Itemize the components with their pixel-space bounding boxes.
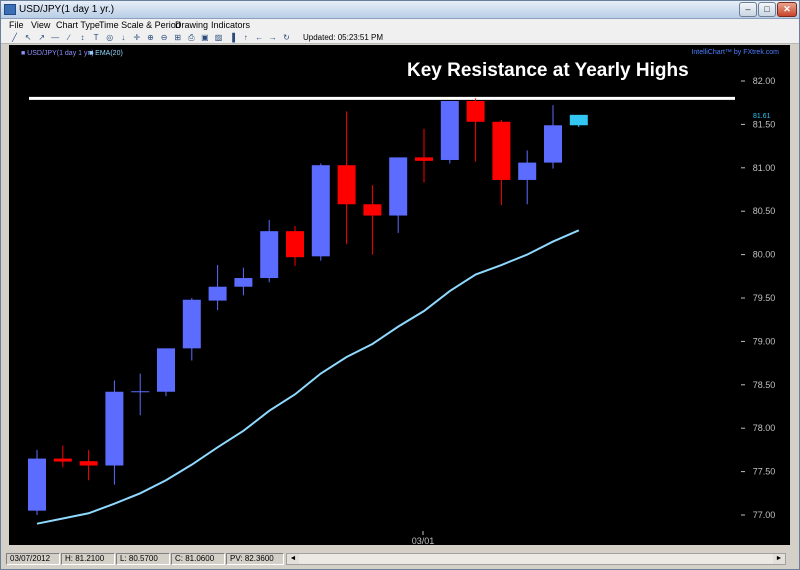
updated-time: Updated: 05:23:51 PM (303, 33, 384, 42)
symbol-label: ■ USD/JPY(1 day 1 yr.) (21, 50, 94, 57)
candle-body (389, 157, 408, 216)
menu-bar: File View Chart Type Time Scale & Period… (1, 19, 799, 32)
window-title: USD/JPY(1 day 1 yr.) (19, 4, 115, 15)
candle-body (208, 286, 227, 301)
annotation-key-resistance: Key Resistance at Yearly Highs (407, 60, 689, 81)
text-icon[interactable]: T (93, 33, 99, 42)
candle-body (466, 100, 485, 122)
y-tick-label: 79.00 (753, 336, 776, 346)
candle-body (440, 100, 459, 160)
y-tick-label: 80.00 (753, 250, 776, 260)
arrow-right-icon[interactable]: → (268, 33, 277, 42)
minimize-button[interactable]: – (739, 2, 757, 17)
title-bar[interactable]: USD/JPY(1 day 1 yr.) – □ ✕ (1, 1, 799, 19)
candle-body (492, 121, 511, 180)
menu-indicators[interactable]: Indicators (211, 20, 251, 30)
slope-icon[interactable]: ∕ (68, 33, 70, 42)
scroll-left-button[interactable]: ◄ (287, 554, 299, 564)
ema-line (36, 229, 580, 525)
save-icon[interactable]: ▣ (201, 33, 209, 42)
bar-chart-icon[interactable]: ▐ (229, 33, 235, 42)
menu-time-scale-period[interactable]: Time Scale & Period (99, 20, 181, 30)
menu-chart-type[interactable]: Chart Type (56, 20, 100, 30)
y-tick-label: 80.50 (753, 206, 776, 216)
candle-body (260, 231, 279, 279)
line-icon[interactable]: — (51, 33, 60, 42)
candle-body (28, 458, 46, 511)
y-tick-label: 78.00 (753, 423, 776, 433)
status-pv: PV: 82.3600 (226, 553, 284, 565)
circle-icon[interactable]: ◎ (106, 33, 114, 42)
toolbar: ╱ ↖ ↗ — ∕ ↕ T ◎ ↓ ✛ ⊕ ⊖ ⊞ ⎙ ▣ ▨ ▐ ↑ ← → ↻ Updated: 05:23:51 … (1, 32, 799, 44)
cursor-icon[interactable]: ↗ (38, 33, 46, 42)
candle-body (363, 204, 382, 216)
y-tick-label: 82.00 (753, 76, 776, 86)
horizontal-scrollbar[interactable]: ◄ ► (286, 553, 786, 565)
candle-body (518, 162, 537, 180)
line-chart-icon[interactable]: ↑ (243, 33, 248, 42)
candle-body (182, 299, 201, 349)
y-tick-label: 81.50 (753, 119, 776, 129)
arrow-left-icon[interactable]: ← (255, 33, 264, 42)
candle-body (544, 125, 562, 163)
arrow-up-down-icon[interactable]: ↕ (80, 33, 85, 42)
refresh-icon[interactable]: ↻ (283, 33, 290, 42)
status-low: L: 80.5700 (116, 553, 170, 565)
print-icon[interactable]: ⎙ (188, 33, 195, 42)
candle-body (53, 458, 72, 462)
current-price-label: 81.61 (753, 113, 771, 120)
menu-view[interactable]: View (31, 20, 51, 30)
status-close: C: 81.0600 (171, 553, 225, 565)
candle-body (415, 157, 433, 161)
branding-label: IntelliChart™ by FXtrek.com (691, 49, 779, 56)
y-tick-label: 79.50 (753, 293, 776, 303)
candle-body (311, 165, 330, 257)
candle-body (234, 278, 253, 287)
chart-canvas[interactable]: 82.00 81.50 81.00 80.50 80.00 79.50 79.00 78.50… (9, 45, 790, 545)
candle-body (569, 114, 588, 126)
candle-body (79, 461, 98, 466)
y-tick-label: 77.00 (753, 510, 776, 520)
zoom-fit-icon[interactable]: ⊞ (174, 33, 182, 42)
zoom-in-icon[interactable]: ⊕ (147, 33, 154, 42)
y-tick-label: 78.50 (753, 380, 776, 390)
y-tick-label: 77.50 (753, 467, 776, 477)
color-icon[interactable]: ▨ (214, 33, 223, 42)
indicator-label: ■ EMA(20) (89, 50, 123, 57)
arrow-icon[interactable]: ↖ (24, 33, 32, 42)
draw-line-icon[interactable]: ╱ (12, 33, 17, 42)
y-tick-label: 81.00 (753, 163, 776, 173)
status-high: H: 81.2100 (61, 553, 115, 565)
candle-body (105, 391, 124, 466)
scroll-right-button[interactable]: ► (773, 554, 785, 564)
price-chart[interactable]: 82.00 81.50 81.00 80.50 80.00 79.50 79.00 78.50… (9, 45, 790, 545)
arrow-down-icon[interactable]: ↓ (121, 33, 126, 42)
status-bar: 03/07/2012 H: 81.2100 L: 80.5700 C: 81.0… (6, 552, 786, 566)
close-button[interactable]: ✕ (777, 2, 797, 17)
menu-file[interactable]: File (9, 20, 24, 30)
app-icon (4, 4, 16, 15)
maximize-button[interactable]: □ (758, 2, 776, 17)
candle-body (337, 165, 356, 205)
candle-body (157, 348, 175, 392)
menu-drawing[interactable]: Drawing (175, 20, 209, 30)
candle-body (286, 231, 304, 258)
plus-icon[interactable]: ✛ (133, 33, 141, 42)
status-date: 03/07/2012 (6, 553, 60, 565)
x-tick-label: 03/01 (412, 536, 435, 545)
zoom-out-icon[interactable]: ⊖ (160, 33, 168, 42)
